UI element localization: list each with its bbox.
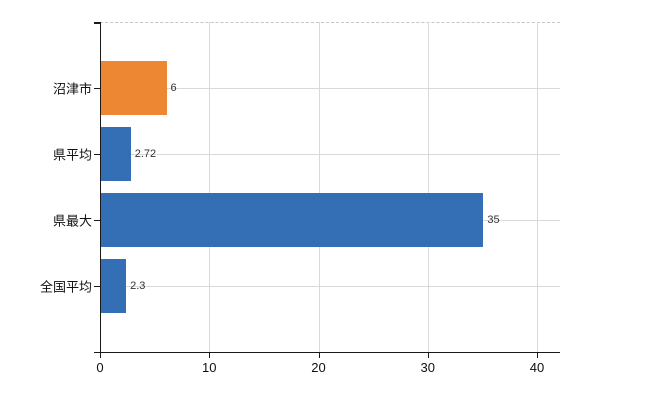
- category-label: 県最大: [52, 213, 92, 229]
- bar: [101, 127, 131, 181]
- category-label: 全国平均: [39, 279, 92, 295]
- x-tick-label: 10: [202, 360, 217, 375]
- x-axis-line: [94, 352, 560, 353]
- bar-value-label: 2.3: [130, 280, 146, 292]
- x-tick-mark: [318, 352, 320, 358]
- y-tick-mark: [94, 154, 100, 155]
- x-tick-label: 30: [420, 360, 435, 375]
- bar: [101, 193, 484, 247]
- gridline-vertical: [427, 22, 429, 352]
- gridline-horizontal: [100, 88, 560, 89]
- x-tick-label: 40: [529, 360, 545, 375]
- bar-value-label: 2.72: [134, 148, 157, 160]
- x-tick-label: 20: [311, 360, 326, 375]
- x-tick-label: 0: [96, 360, 104, 375]
- gridline-horizontal: [100, 154, 560, 155]
- bar-value-label: 35: [487, 214, 500, 226]
- y-tick-mark: [94, 286, 100, 287]
- y-tick-mark: [94, 220, 100, 221]
- gridline-vertical: [537, 22, 538, 352]
- gridline-vertical: [209, 22, 211, 352]
- y-tick-mark: [94, 88, 100, 89]
- x-tick-mark: [209, 352, 211, 358]
- gridline-horizontal: [100, 286, 560, 287]
- bar-value-label: 6: [170, 82, 177, 94]
- plot-top-border: [100, 22, 560, 23]
- category-label: 県平均: [52, 147, 92, 163]
- bar: [101, 259, 127, 313]
- gridline-vertical: [318, 22, 320, 352]
- x-tick-mark: [537, 352, 538, 358]
- y-axis-line: [100, 22, 101, 358]
- bar: [101, 61, 167, 115]
- category-label: 沼津市: [52, 81, 92, 97]
- y-tick-mark: [94, 22, 100, 24]
- x-tick-mark: [427, 352, 429, 358]
